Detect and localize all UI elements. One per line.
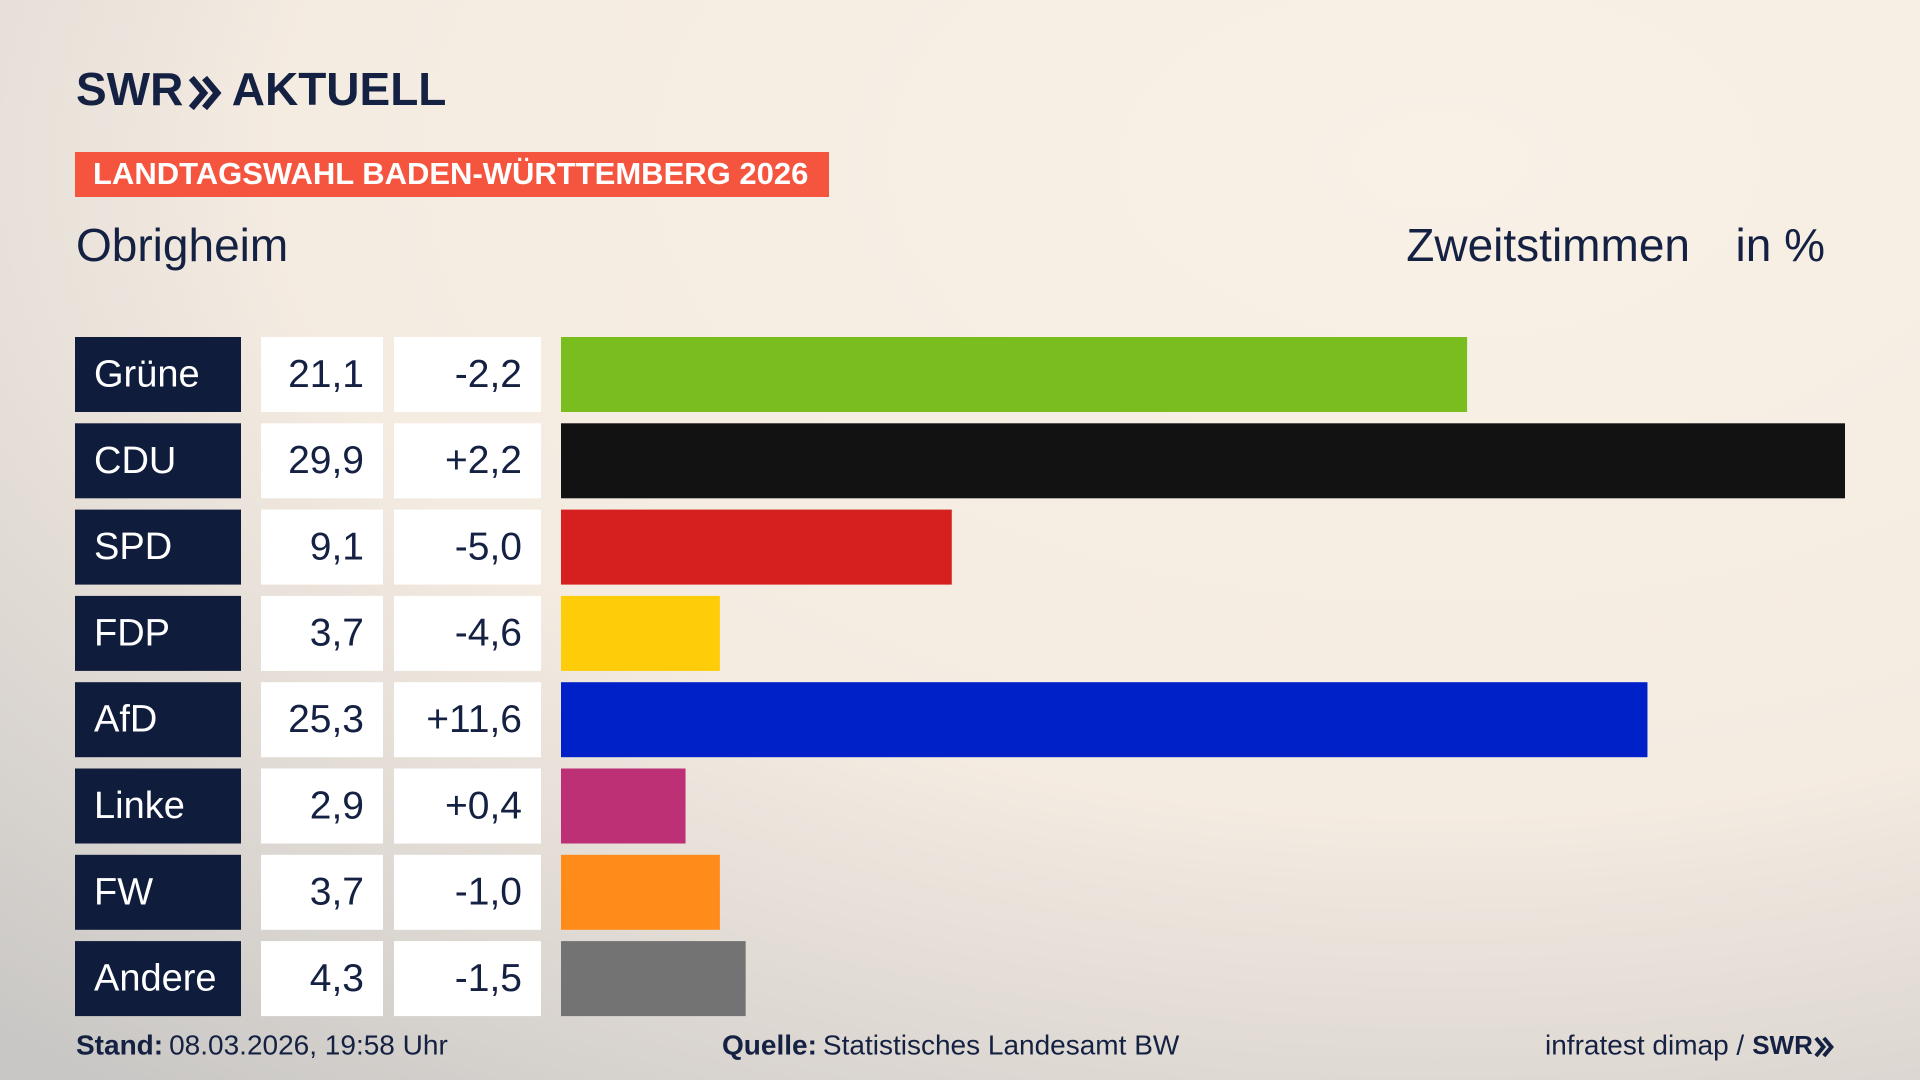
stand-label: Stand: [76, 1029, 163, 1060]
party-label: Andere [94, 958, 217, 1000]
value-label: 29,9 [288, 439, 364, 482]
value-box [261, 941, 383, 1017]
change-box [394, 682, 541, 758]
logo-brand: SWR [76, 63, 183, 115]
value-box [261, 682, 383, 758]
value-box [261, 509, 383, 585]
party-box [75, 595, 241, 671]
party-box [75, 509, 241, 585]
value-label: 4,3 [310, 957, 364, 1000]
bar [561, 941, 746, 1017]
value-box [261, 595, 383, 671]
party-label: CDU [94, 440, 176, 482]
credit-chevron [1814, 1036, 1827, 1058]
stand-value: 08.03.2026, 19:58 Uhr [169, 1029, 448, 1060]
party-box [75, 854, 241, 930]
logo-chevron [202, 75, 222, 111]
bar [561, 509, 952, 585]
bar [561, 854, 720, 930]
change-box [394, 509, 541, 585]
party-label: AfD [94, 699, 157, 741]
source-value: Statistisches Landesamt BW [823, 1029, 1180, 1060]
change-label: -2,2 [455, 353, 522, 396]
party-box [75, 423, 241, 499]
party-label: Linke [94, 785, 185, 827]
change-box [394, 423, 541, 499]
change-box [394, 768, 541, 844]
value-box [261, 854, 383, 930]
change-label: -1,0 [455, 871, 522, 914]
change-label: +0,4 [445, 784, 522, 827]
value-header: Zweitstimmen [1406, 219, 1690, 271]
party-label: FW [94, 871, 153, 913]
change-box [394, 941, 541, 1017]
value-label: 3,7 [310, 612, 364, 655]
credit-chevron [1822, 1036, 1834, 1058]
credit-logo: SWR [1752, 1030, 1813, 1060]
value-box [261, 768, 383, 844]
credit-text: infratest dimap / [1545, 1029, 1744, 1060]
value-label: 21,1 [288, 353, 364, 396]
banner-text: LANDTAGSWAHL BADEN-WÜRTTEMBERG 2026 [93, 156, 808, 191]
source-label: Quelle: [722, 1029, 817, 1060]
change-box [394, 854, 541, 930]
logo-chevron [188, 75, 209, 111]
change-label: +11,6 [426, 698, 522, 741]
value-label: 3,7 [310, 871, 364, 914]
bar [561, 595, 720, 671]
party-box [75, 768, 241, 844]
party-box [75, 941, 241, 1017]
change-label: -4,6 [455, 612, 522, 655]
bar [561, 337, 1468, 412]
unit-header: in % [1736, 219, 1825, 271]
party-box [75, 337, 241, 412]
value-label: 9,1 [310, 525, 364, 568]
change-label: -5,0 [455, 525, 522, 568]
party-label: SPD [94, 526, 172, 568]
chart-title: Obrigheim [76, 219, 288, 271]
bar [561, 423, 1845, 499]
change-box [394, 337, 541, 412]
bar [561, 682, 1648, 758]
party-label: FDP [94, 612, 170, 654]
value-box [261, 337, 383, 412]
value-box [261, 423, 383, 499]
banner [75, 152, 829, 197]
value-label: 2,9 [310, 784, 364, 827]
change-label: +2,2 [445, 439, 522, 482]
party-label: Grüne [94, 354, 200, 396]
party-box [75, 682, 241, 758]
change-box [394, 595, 541, 671]
change-label: -1,5 [455, 957, 522, 1000]
bar [561, 768, 686, 844]
logo-product: AKTUELL [232, 63, 447, 115]
value-label: 25,3 [288, 698, 364, 741]
